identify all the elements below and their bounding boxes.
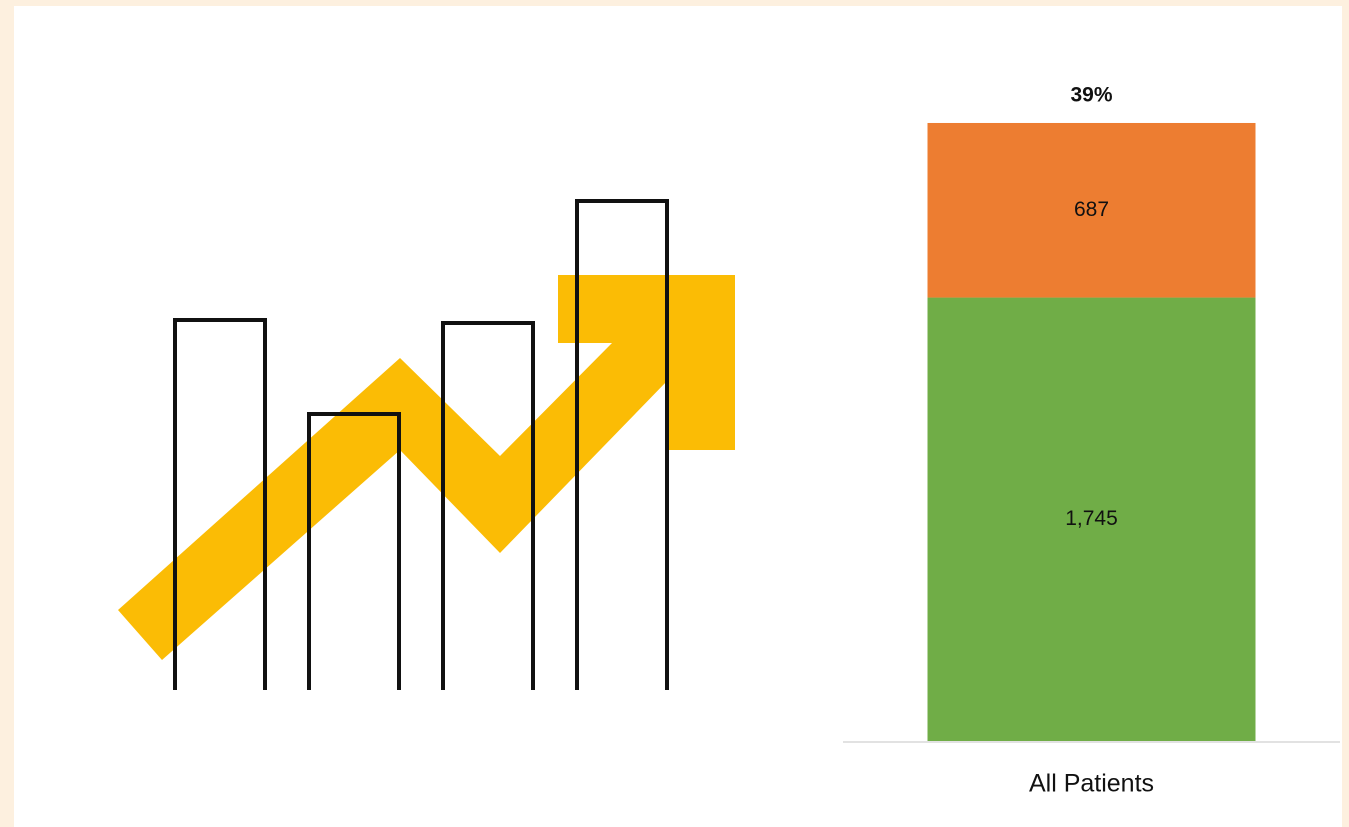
data-label: 687 bbox=[1074, 198, 1109, 221]
icon-bar bbox=[307, 412, 401, 690]
bar-segment bbox=[927, 297, 1256, 741]
data-label: 1,745 bbox=[1065, 507, 1118, 530]
bar-segment bbox=[927, 122, 1256, 298]
icon-bar bbox=[173, 318, 267, 690]
annotation: 39% bbox=[1070, 84, 1112, 107]
growth-icon bbox=[118, 199, 735, 690]
icon-bar bbox=[575, 199, 669, 690]
arrow bbox=[118, 275, 735, 660]
x-tick-label: All Patients bbox=[1029, 770, 1154, 798]
icon-bar bbox=[441, 321, 535, 690]
